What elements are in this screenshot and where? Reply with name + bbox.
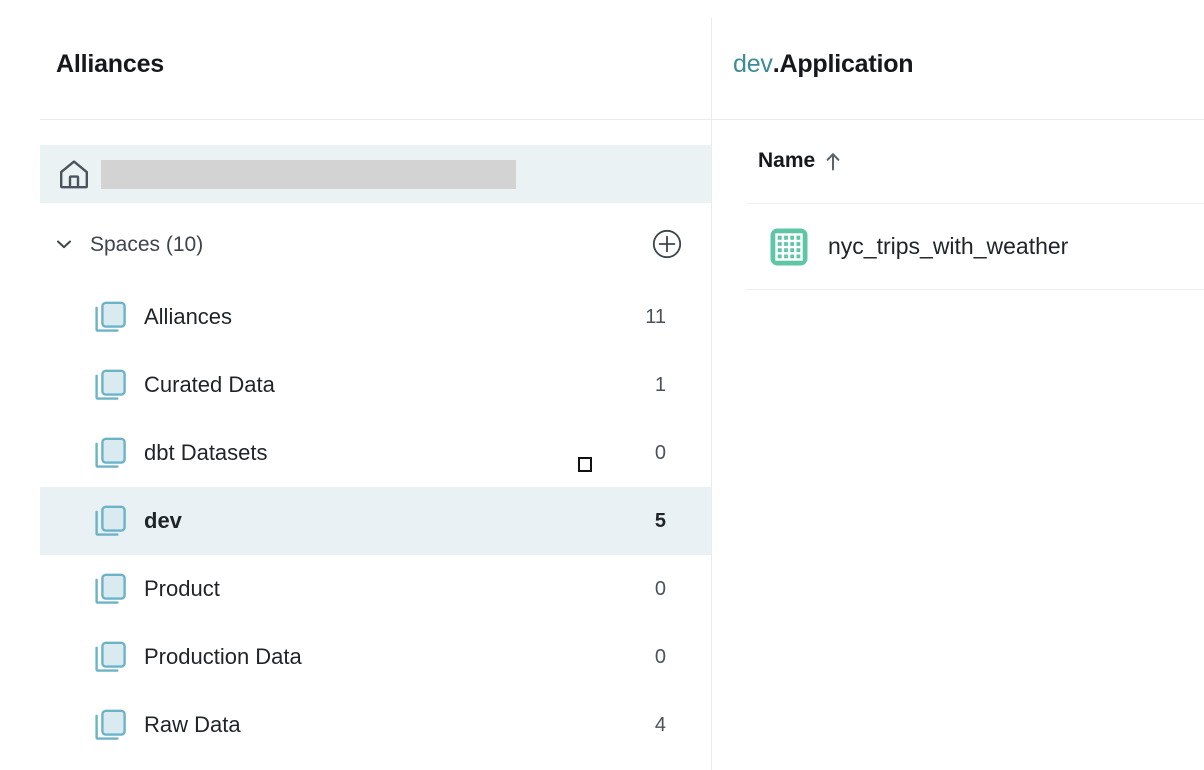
space-icon bbox=[94, 708, 128, 742]
space-item-count: 0 bbox=[654, 578, 666, 600]
column-header-label: Name bbox=[758, 149, 816, 172]
space-name: Production Data bbox=[144, 644, 302, 669]
space-name: Product bbox=[144, 576, 220, 601]
page-title: Alliances bbox=[56, 50, 164, 78]
space-name: dev bbox=[144, 508, 182, 533]
space-item-count: 4 bbox=[654, 714, 666, 736]
space-name: Curated Data bbox=[144, 372, 275, 397]
sidebar-item-production-data[interactable]: Production Data 0 bbox=[40, 623, 712, 691]
space-name: Raw Data bbox=[144, 712, 241, 737]
spaces-section-header[interactable]: Spaces (10) bbox=[40, 215, 712, 273]
space-item-count: 11 bbox=[645, 306, 666, 328]
space-breadcrumb-title: dev.Application bbox=[733, 50, 914, 78]
space-item-count: 1 bbox=[654, 374, 666, 396]
space-item-count: 0 bbox=[654, 646, 666, 668]
space-name: dbt Datasets bbox=[144, 440, 268, 465]
space-contents-pane: dev.Application Name bbox=[712, 0, 1204, 770]
pane-vertical-divider[interactable] bbox=[711, 18, 712, 770]
home-icon[interactable] bbox=[57, 157, 91, 191]
space-icon bbox=[94, 300, 128, 334]
sidebar-item-alliances[interactable]: Alliances 11 bbox=[40, 283, 712, 351]
breadcrumb-redacted-value bbox=[101, 159, 516, 189]
sort-ascending-arrow-icon[interactable] bbox=[825, 151, 841, 171]
sidebar-item-dev[interactable]: dev 5 bbox=[40, 487, 712, 555]
spaces-list[interactable]: Alliances 11 Curated Data 1 dbt Datasets 0 dev… bbox=[40, 283, 712, 770]
breadcrumb-home-row[interactable] bbox=[40, 145, 712, 203]
sidebar-item-dbt-datasets[interactable]: dbt Datasets 0 bbox=[40, 419, 712, 487]
space-name-suffix: .Application bbox=[772, 50, 914, 78]
stray-missing-glyph bbox=[578, 457, 592, 472]
sidebar-item-curated-data[interactable]: Curated Data 1 bbox=[40, 351, 712, 419]
space-icon bbox=[94, 368, 128, 402]
space-icon bbox=[94, 640, 128, 674]
left-pane-header: Alliances bbox=[0, 0, 712, 120]
chevron-down-icon[interactable] bbox=[54, 234, 74, 254]
spaces-browser-pane: Alliances Spaces (10) bbox=[0, 0, 712, 770]
table-rule-bottom bbox=[746, 289, 1204, 290]
right-header-divider bbox=[712, 119, 1204, 120]
space-item-count: 5 bbox=[654, 510, 666, 532]
table-grid-icon bbox=[769, 227, 809, 267]
space-icon bbox=[94, 572, 128, 606]
column-header-name[interactable]: Name bbox=[758, 150, 841, 171]
plus-circle-icon[interactable] bbox=[652, 229, 682, 259]
left-header-divider bbox=[40, 119, 712, 120]
space-name: Alliances bbox=[144, 304, 233, 329]
space-icon bbox=[94, 504, 128, 538]
space-item-count: 0 bbox=[654, 442, 666, 464]
space-icon bbox=[94, 436, 128, 470]
table-rule-top bbox=[746, 203, 1204, 204]
table-row[interactable]: nyc_trips_with_weather bbox=[746, 204, 1204, 289]
sidebar-item-raw-data[interactable]: Raw Data 4 bbox=[40, 691, 712, 759]
sidebar-item-product[interactable]: Product 0 bbox=[40, 555, 712, 623]
space-name-prefix[interactable]: dev bbox=[733, 50, 773, 78]
spaces-section-label: Spaces (10) bbox=[90, 232, 204, 256]
table-row-name[interactable]: nyc_trips_with_weather bbox=[828, 233, 1069, 259]
